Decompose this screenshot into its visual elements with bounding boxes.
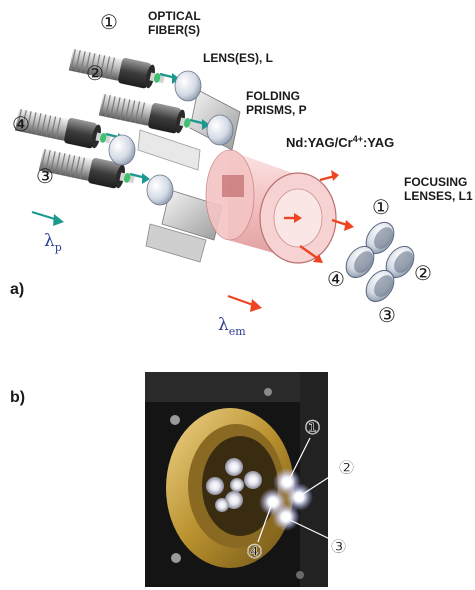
emission-wavelength-legend: λem	[218, 294, 262, 338]
label-lenses-l1: LENSES, L1	[404, 189, 473, 203]
label-lenses: LENS(ES), L	[203, 51, 273, 65]
panel-a: OPTICAL FIBER(S) LENS(ES), L FOLDING PRI…	[10, 9, 473, 338]
label-folding: FOLDING	[246, 89, 300, 103]
output-number-3: ③	[378, 303, 396, 327]
output-number-1: ①	[372, 195, 390, 219]
fiber-number-1: ①	[100, 10, 118, 34]
beam-leader-lines	[257, 437, 341, 543]
label-prisms: PRISMS, P	[246, 103, 307, 117]
output-number-2: ②	[414, 261, 432, 285]
pump-wavelength-legend: λp	[31, 210, 64, 254]
fiber-number-4: ④	[12, 112, 30, 136]
fiber-1	[67, 46, 168, 93]
beam-number-4: ④	[246, 541, 263, 563]
emission-arrows	[284, 170, 354, 263]
fiber-number-3: ③	[36, 164, 54, 188]
label-crystal: Nd:YAG/Cr4+:YAG	[286, 134, 394, 150]
pump-wavelength-label: λp	[44, 231, 62, 254]
label-optical: OPTICAL	[148, 9, 201, 23]
beam-number-1: ①	[304, 417, 321, 439]
beam-number-2: ②	[338, 457, 355, 479]
crystal-cylinder	[205, 149, 337, 264]
emission-wavelength-label: λem	[218, 315, 246, 338]
focusing-lenses	[339, 216, 421, 308]
beam-number-3: ③	[330, 536, 347, 558]
label-focusing: FOCUSING	[404, 175, 467, 189]
panel-a-label: a)	[10, 281, 24, 298]
panel-b-label: b)	[10, 389, 25, 406]
output-number-4: ④	[327, 267, 345, 291]
photo	[145, 372, 328, 587]
label-fibers: FIBER(S)	[148, 23, 200, 37]
fiber-number-2: ②	[86, 61, 104, 85]
panel-b: b)	[10, 372, 355, 587]
